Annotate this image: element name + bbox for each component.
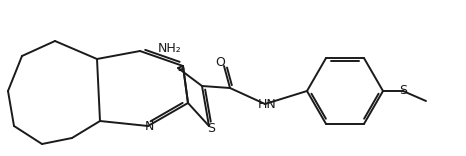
Text: N: N	[144, 120, 154, 134]
Text: NH₂: NH₂	[158, 41, 182, 54]
Text: O: O	[215, 56, 225, 68]
Text: S: S	[207, 122, 215, 134]
Text: HN: HN	[258, 98, 276, 112]
Text: S: S	[399, 83, 407, 97]
